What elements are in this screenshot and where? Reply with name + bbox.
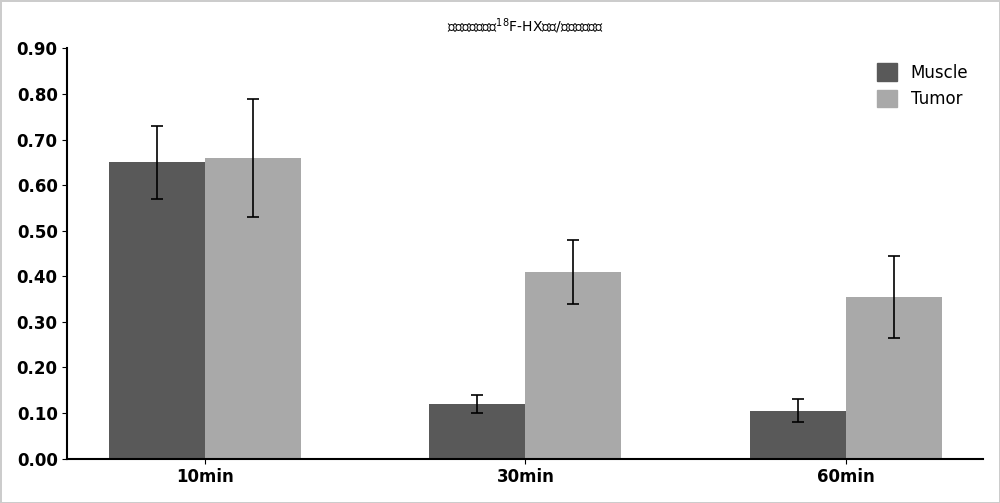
Legend: Muscle, Tumor: Muscle, Tumor xyxy=(871,57,975,115)
Bar xyxy=(429,404,525,459)
Bar xyxy=(109,162,205,459)
Bar xyxy=(750,411,846,459)
Bar xyxy=(525,272,621,459)
Title: 注射后不同时间$^{18}$F-HX肌肉/肿瘤摄取比值: 注射后不同时间$^{18}$F-HX肌肉/肿瘤摄取比值 xyxy=(447,17,604,36)
Bar xyxy=(205,158,301,459)
Bar xyxy=(846,297,942,459)
